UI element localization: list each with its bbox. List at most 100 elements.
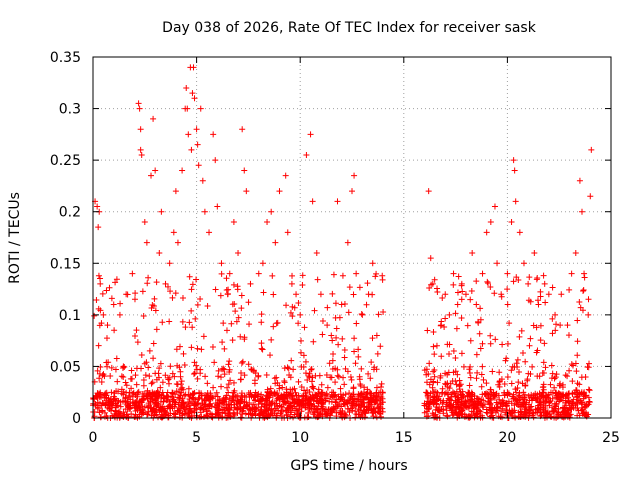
data-point bbox=[339, 335, 346, 342]
data-point bbox=[207, 410, 214, 417]
data-point bbox=[258, 345, 265, 352]
data-point bbox=[569, 391, 576, 398]
data-point bbox=[258, 311, 265, 318]
data-point bbox=[511, 402, 518, 409]
data-point bbox=[308, 378, 315, 385]
data-point bbox=[467, 337, 474, 344]
data-point bbox=[498, 291, 505, 298]
data-point bbox=[566, 402, 573, 409]
data-point bbox=[161, 405, 168, 412]
data-point bbox=[259, 260, 266, 267]
data-point bbox=[269, 272, 276, 279]
data-point bbox=[565, 332, 572, 339]
data-point bbox=[310, 411, 317, 418]
data-point bbox=[453, 388, 460, 395]
data-point bbox=[94, 203, 101, 210]
data-point bbox=[179, 318, 186, 325]
data-point bbox=[287, 386, 294, 393]
data-point bbox=[245, 361, 252, 368]
data-point bbox=[98, 320, 105, 327]
data-point bbox=[454, 301, 461, 308]
data-point bbox=[243, 188, 250, 195]
data-point bbox=[288, 409, 295, 416]
plot-frame bbox=[92, 56, 612, 419]
data-point bbox=[302, 370, 309, 377]
data-point bbox=[373, 414, 380, 421]
data-point bbox=[164, 374, 171, 381]
data-point bbox=[461, 413, 468, 420]
data-point bbox=[202, 397, 209, 404]
data-point bbox=[355, 353, 362, 360]
data-point bbox=[378, 384, 385, 391]
data-point bbox=[307, 396, 314, 403]
data-point bbox=[111, 327, 118, 334]
data-point bbox=[529, 363, 536, 370]
data-point bbox=[359, 311, 366, 318]
data-point bbox=[426, 398, 433, 405]
data-point bbox=[564, 413, 571, 420]
data-point bbox=[525, 297, 532, 304]
data-point bbox=[219, 413, 226, 420]
data-point bbox=[304, 377, 311, 384]
data-point bbox=[137, 146, 144, 153]
data-point bbox=[267, 390, 274, 397]
data-point bbox=[574, 317, 581, 324]
data-point bbox=[554, 391, 561, 398]
data-point bbox=[102, 390, 109, 397]
data-point bbox=[434, 379, 441, 386]
chart-title: Day 038 of 2026, Rate Of TEC Index for r… bbox=[162, 20, 537, 36]
data-point bbox=[185, 385, 192, 392]
data-point bbox=[474, 318, 481, 325]
data-point bbox=[202, 373, 209, 380]
data-point bbox=[238, 292, 245, 299]
data-point bbox=[114, 402, 121, 409]
data-point bbox=[230, 281, 237, 288]
data-point bbox=[191, 95, 198, 102]
data-point bbox=[146, 373, 153, 380]
data-point bbox=[240, 404, 247, 411]
data-point bbox=[504, 340, 511, 347]
data-point bbox=[225, 401, 232, 408]
data-point bbox=[575, 407, 582, 414]
data-point bbox=[426, 381, 433, 388]
data-point bbox=[278, 392, 285, 399]
data-point bbox=[201, 208, 208, 215]
data-point bbox=[490, 391, 497, 398]
data-point bbox=[569, 378, 576, 385]
data-point bbox=[541, 280, 548, 287]
data-point bbox=[111, 390, 118, 397]
data-point bbox=[341, 414, 348, 421]
data-point bbox=[306, 405, 313, 412]
data-point bbox=[535, 301, 542, 308]
data-point bbox=[540, 397, 547, 404]
data-point bbox=[379, 408, 386, 415]
data-point bbox=[581, 412, 588, 419]
data-point bbox=[153, 279, 160, 286]
data-point bbox=[179, 167, 186, 174]
data-point bbox=[501, 381, 508, 388]
data-point bbox=[566, 286, 573, 293]
data-point bbox=[191, 407, 198, 414]
data-point bbox=[581, 391, 588, 398]
data-point bbox=[164, 396, 171, 403]
data-point bbox=[442, 315, 449, 322]
data-point bbox=[564, 322, 571, 329]
data-point bbox=[158, 208, 165, 215]
data-point bbox=[186, 396, 193, 403]
data-point bbox=[138, 411, 145, 418]
data-point bbox=[95, 272, 102, 279]
data-point bbox=[230, 219, 237, 226]
data-point bbox=[450, 281, 457, 288]
data-point bbox=[355, 405, 362, 412]
data-point bbox=[496, 369, 503, 376]
data-point bbox=[508, 367, 515, 374]
y-tick-label: 0.25 bbox=[50, 153, 81, 169]
data-point bbox=[504, 286, 511, 293]
data-point bbox=[288, 280, 295, 287]
data-point bbox=[473, 278, 480, 285]
data-point bbox=[560, 391, 567, 398]
data-point bbox=[358, 402, 365, 409]
data-point bbox=[227, 413, 234, 420]
data-point bbox=[257, 407, 264, 414]
